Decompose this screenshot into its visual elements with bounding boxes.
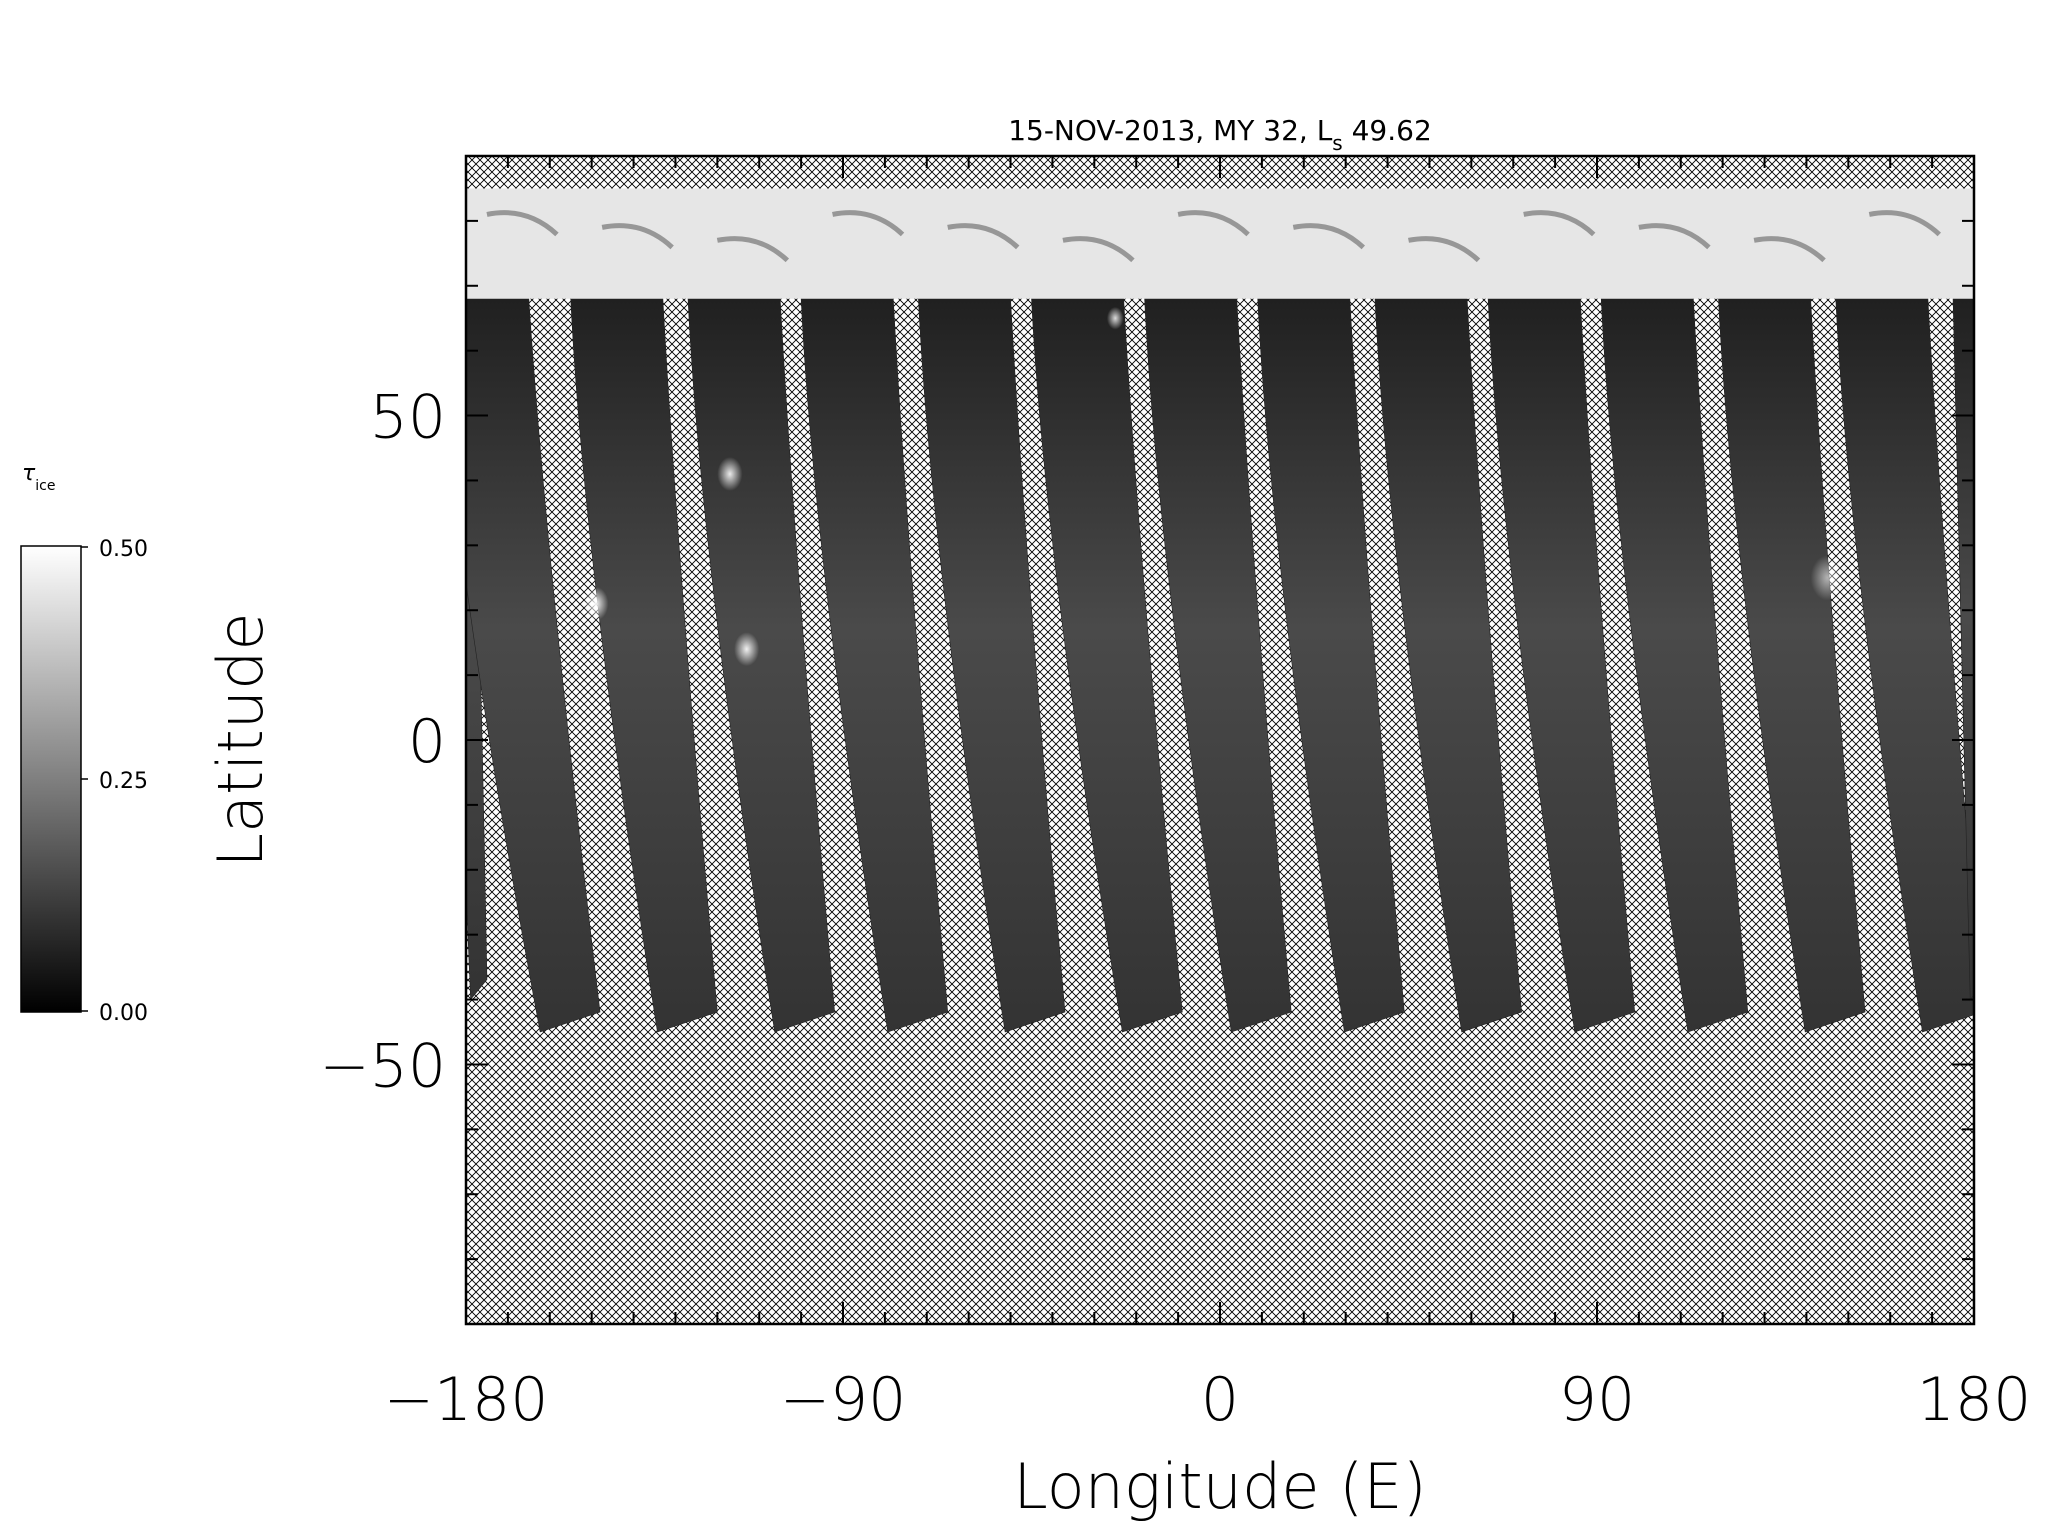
- data-swath: [466, 298, 601, 1033]
- cloud-feature: [1810, 555, 1845, 601]
- y-tick-label: 50: [370, 383, 446, 453]
- colorbar-tick-label-mid: 0.25: [99, 769, 148, 794]
- data-swath: [1257, 298, 1405, 1033]
- cap-streak: [716, 236, 790, 263]
- data-swath: [1952, 298, 1974, 1001]
- cap-streak: [1638, 223, 1711, 250]
- colorbar-gradient: [20, 545, 82, 1013]
- data-swath: [570, 298, 718, 1033]
- colorbar: τice 0.50 0.25 0.00: [20, 461, 148, 1026]
- cloud-feature: [583, 586, 609, 621]
- cap-streak: [1408, 236, 1481, 263]
- tick-layer: −180 −90 0 90 180 50 0 −50: [319, 155, 2032, 1435]
- data-swath: [1144, 298, 1292, 1033]
- data-swath: [1031, 298, 1183, 1033]
- cap-streak: [1753, 236, 1826, 263]
- polar-cap-layer: [466, 188, 1974, 299]
- cloud-feature: [1106, 306, 1124, 330]
- cloud-feature: [717, 456, 743, 491]
- swath-layer: [466, 298, 1974, 1033]
- chart-title: 15-NOV-2013, MY 32, Ls 49.62: [1008, 114, 1432, 155]
- y-tick-label: 0: [408, 707, 446, 777]
- cap-streak: [1062, 236, 1135, 263]
- cap-streak: [947, 223, 1020, 250]
- polar-cap-band: [466, 188, 1974, 299]
- data-swath: [918, 298, 1066, 1033]
- x-axis-title: Longitude (E): [1013, 1450, 1426, 1523]
- plot-area: [466, 156, 1974, 1324]
- cloud-layer: [583, 306, 1845, 667]
- cap-streak: [1292, 223, 1366, 250]
- cap-streak: [1523, 210, 1596, 237]
- cap-streak: [601, 223, 674, 250]
- y-tick-label: −50: [319, 1031, 446, 1101]
- cap-streak: [486, 210, 559, 237]
- x-tick-label: −90: [780, 1365, 907, 1435]
- data-swath: [800, 298, 949, 1033]
- cloud-feature: [734, 632, 760, 667]
- cap-streak: [832, 210, 905, 237]
- data-swath: [1600, 298, 1749, 1033]
- x-tick-label: 90: [1559, 1365, 1635, 1435]
- data-swath: [1718, 298, 1866, 1033]
- cap-streak: [1868, 210, 1941, 237]
- x-tick-label: −180: [384, 1365, 549, 1435]
- colorbar-tick-label-min: 0.00: [99, 1001, 148, 1026]
- colorbar-tick-label-max: 0.50: [99, 537, 148, 562]
- colorbar-label: τice: [22, 461, 55, 494]
- data-swath: [1835, 298, 1974, 1033]
- x-tick-label: 0: [1201, 1365, 1239, 1435]
- data-swath: [1487, 298, 1636, 1033]
- cap-streak: [1177, 210, 1250, 237]
- data-swath: [1374, 298, 1522, 1033]
- x-tick-label: 180: [1917, 1365, 2032, 1435]
- y-axis-title: Latitude: [204, 612, 277, 867]
